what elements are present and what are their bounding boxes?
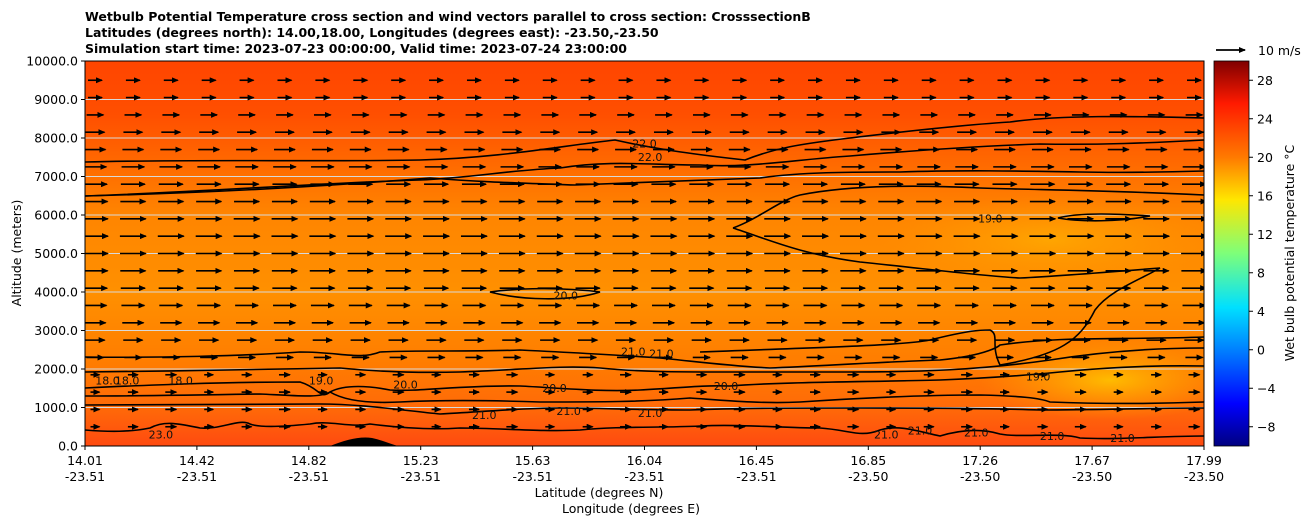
y-tick-label: 9000.0 <box>34 92 78 107</box>
x-tick-label-lon: -23.51 <box>177 469 217 484</box>
y-tick-label: 2000.0 <box>34 362 78 377</box>
contour-22 <box>85 115 1204 163</box>
contour-label: 21.0 <box>874 428 899 441</box>
x-tick-label-lat: 14.01 <box>67 453 103 468</box>
colorbar-tick-label: 28 <box>1257 73 1273 88</box>
title-line-2: Latitudes (degrees north): 14.00,18.00, … <box>85 25 659 40</box>
x-tick-label-lon: -23.50 <box>960 469 1000 484</box>
x-tick-label-lon: -23.50 <box>848 469 888 484</box>
plot-area: 22.022.019.020.021.0 21.018.018.0 18.0 19.0… <box>85 61 1204 446</box>
colorbar-tick-label: 24 <box>1257 111 1273 126</box>
contour-label: 20.0 <box>542 382 567 395</box>
x-tick-label-lon: -23.51 <box>624 469 664 484</box>
contour-20-low <box>85 347 1204 374</box>
colorbar-tick-label: 16 <box>1257 188 1273 203</box>
contour-label: 23.0 <box>149 428 174 441</box>
y-tick-label: 3000.0 <box>34 323 78 338</box>
contour-label: 18.0 <box>168 374 193 387</box>
x-tick-label-lat: 14.42 <box>179 453 215 468</box>
x-axis-ticks: 14.01-23.5114.42-23.5114.82-23.5115.23-2… <box>65 446 1224 484</box>
contour-label: 21.0 <box>908 424 933 437</box>
x-tick-label-lat: 15.63 <box>515 453 551 468</box>
title-line-3: Simulation start time: 2023-07-23 00:00:… <box>85 41 627 56</box>
contour-lines <box>85 115 1204 440</box>
x-tick-label-lat: 14.82 <box>291 453 327 468</box>
contour-22b <box>85 139 1204 197</box>
y-tick-label: 5000.0 <box>34 246 78 261</box>
x-tick-label-lon: -23.51 <box>401 469 441 484</box>
colorbar-label: Wet bulb potential temperature °C <box>1282 144 1297 361</box>
contour-19-closed <box>1057 213 1151 222</box>
quiver-key-label: 10 m/s <box>1258 43 1301 58</box>
contour-label: 19.0 <box>978 213 1003 226</box>
x-axis-label-longitude: Longitude (degrees E) <box>562 501 700 516</box>
colorbar-tick-label: 4 <box>1257 304 1265 319</box>
x-tick-label-lat: 16.85 <box>850 453 886 468</box>
x-tick-label-lon: -23.51 <box>512 469 552 484</box>
title-line-1: Wetbulb Potential Temperature cross sect… <box>85 9 811 24</box>
terrain <box>330 437 398 446</box>
contour-label: 19.0 <box>309 374 334 387</box>
x-tick-label-lat: 17.99 <box>1186 453 1222 468</box>
contour-label: 21.0 <box>621 346 646 359</box>
x-tick-label-lat: 16.04 <box>627 453 663 468</box>
colorbar-tick-label: −8 <box>1257 419 1275 434</box>
y-tick-label: 8000.0 <box>34 131 78 146</box>
x-tick-label-lon: -23.51 <box>736 469 776 484</box>
x-tick-label-lon: -23.51 <box>289 469 329 484</box>
colorbar-tick-label: 12 <box>1257 227 1273 242</box>
contour-label: 21.0 <box>1040 430 1065 443</box>
contour-label: 21.0 <box>638 407 663 420</box>
y-tick-label: 10000.0 <box>26 54 78 69</box>
y-tick-label: 1000.0 <box>34 400 78 415</box>
x-tick-label-lon: -23.50 <box>1072 469 1112 484</box>
contour-19-low <box>85 391 1204 405</box>
x-tick-label-lon: -23.50 <box>1184 469 1224 484</box>
y-tick-label: 6000.0 <box>34 208 78 223</box>
contour-labels: 22.022.019.020.021.0 21.018.018.0 18.0 19.0… <box>95 138 1134 446</box>
y-tick-label: 0.0 <box>58 439 78 454</box>
x-tick-label-lat: 17.26 <box>962 453 998 468</box>
x-axis-label-latitude: Latitude (degrees N) <box>535 485 664 500</box>
warm-region <box>980 340 1204 420</box>
contour-label: 20.0 <box>714 380 739 393</box>
contour-19-upper <box>732 185 1204 229</box>
contour-label: 20.0 <box>393 378 418 391</box>
colorbar-tick-label: −4 <box>1257 381 1275 396</box>
contour-label: 18.0 <box>115 374 140 387</box>
y-tick-label: 7000.0 <box>34 169 78 184</box>
y-tick-label: 4000.0 <box>34 285 78 300</box>
contour-label: 21.0 <box>649 347 674 360</box>
colorbar <box>1213 60 1250 447</box>
x-tick-label-lat: 17.67 <box>1074 453 1110 468</box>
warm-region-upper <box>880 195 1204 285</box>
contour-label: 18.0 <box>95 374 120 387</box>
contour-label: 20.0 <box>554 290 579 303</box>
contour-18 <box>85 365 1204 396</box>
contour-label: 21.0 <box>964 426 989 439</box>
colorbar-tick-label: 0 <box>1257 342 1265 357</box>
contour-label: 21.0 <box>1110 432 1135 445</box>
y-axis-ticks: 0.0 1000.0 2000.0 3000.0 4000.0 5000.0 6000.0 7… <box>26 54 85 454</box>
wind-vectors <box>85 77 1204 430</box>
colorbar-tick-label: 20 <box>1257 150 1273 165</box>
x-tick-label-lat: 15.23 <box>403 453 439 468</box>
contour-23 <box>85 421 1204 440</box>
contour-label: 22.0 <box>638 151 663 164</box>
x-tick-label-lat: 16.45 <box>739 453 775 468</box>
contour-21-low <box>85 403 1204 415</box>
y-axis-label: Altitude (meters) <box>9 200 24 307</box>
contour-label: 22.0 <box>632 138 657 151</box>
contour-label: 19.0 <box>1026 371 1051 384</box>
colorbar-tick-label: 8 <box>1257 265 1265 280</box>
contour-label: 21.0 <box>556 405 581 418</box>
x-tick-label-lon: -23.51 <box>65 469 105 484</box>
contour-label: 21.0 <box>472 409 497 422</box>
colorbar-ticks: −8 −4 0 4 8 12 16 20 24 28 <box>1249 73 1275 434</box>
